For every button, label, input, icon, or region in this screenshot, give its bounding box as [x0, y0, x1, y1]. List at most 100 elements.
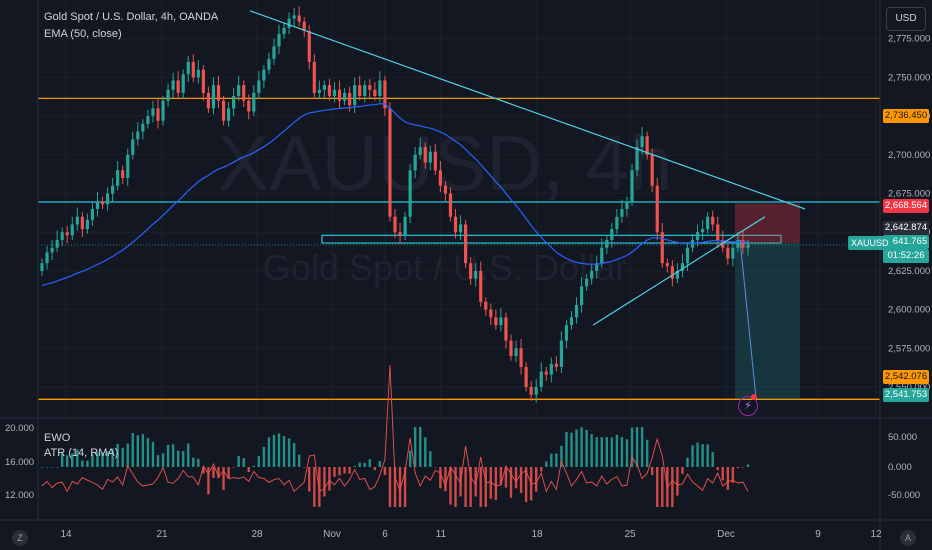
ewo-bar: [479, 467, 482, 507]
ewo-bar: [650, 467, 654, 475]
candle-body: [590, 270, 594, 279]
candle-body: [443, 185, 448, 194]
ewo-bar: [333, 467, 336, 477]
ewo-bar: [590, 434, 593, 467]
candle-body: [100, 201, 105, 205]
candle-body: [534, 387, 538, 395]
candle-body: [438, 170, 442, 186]
zone-rectangle: [321, 234, 782, 244]
ewo-bar: [197, 458, 200, 467]
price-tick-label: 2,700.000: [888, 150, 930, 161]
candle-body: [675, 270, 679, 279]
candle-body: [554, 363, 558, 367]
candle-body: [524, 366, 528, 388]
ewo-bar: [287, 438, 291, 467]
candle-body: [494, 317, 498, 326]
candle-body: [201, 69, 205, 93]
ewo-bar: [691, 445, 694, 467]
candle-body: [706, 216, 710, 230]
candle-body: [645, 136, 649, 155]
candle-body: [670, 266, 674, 279]
ewo-bar: [514, 467, 518, 489]
ewo-bar: [368, 459, 371, 467]
ewo-bar: [171, 444, 175, 467]
ewo-bar: [509, 467, 513, 498]
candle-body: [216, 85, 221, 101]
ewo-bar: [388, 467, 392, 507]
ewo-bar: [81, 460, 84, 467]
ewo-bar: [187, 443, 190, 467]
ewo-bar: [166, 444, 170, 467]
ewo-bar: [40, 467, 44, 468]
ewo-bar: [560, 445, 563, 467]
ewo-bar: [378, 461, 382, 467]
candle-body: [711, 216, 715, 225]
ewo-bar: [353, 466, 356, 467]
price-tick-label: 2,675.000: [888, 189, 930, 200]
candle-body: [292, 15, 296, 19]
currency-button[interactable]: USD: [886, 7, 926, 31]
candle-body: [398, 232, 402, 236]
ewo-bar: [45, 467, 49, 468]
candle-body: [464, 224, 468, 264]
candle-body: [252, 92, 256, 112]
price-label: 2,736.450: [883, 109, 929, 123]
ewo-bar: [101, 452, 104, 467]
time-tick-label: 9: [815, 529, 821, 540]
candle-body: [509, 340, 513, 357]
candle-body: [353, 85, 357, 106]
candle-body: [247, 100, 251, 112]
candle-body: [388, 108, 392, 217]
indicator-left-tick: 20.000: [5, 423, 34, 434]
watermark-description: Gold Spot / U.S. Dollar: [263, 247, 627, 288]
ewo-bar: [504, 467, 508, 488]
candle-body: [574, 304, 579, 318]
ewo-bar: [292, 442, 296, 467]
candle-body: [237, 85, 241, 96]
candle-body: [383, 80, 387, 109]
ewo-bar: [701, 444, 704, 467]
ewo-bar: [600, 437, 603, 467]
auto-scale-icon[interactable]: A: [900, 530, 916, 546]
ewo-bar: [575, 429, 578, 467]
candle-body: [479, 270, 483, 302]
ewo-bar: [489, 467, 493, 499]
ewo-bar: [585, 429, 588, 467]
atr-line: [41, 364, 749, 493]
ewo-bar: [429, 451, 432, 467]
zoom-icon[interactable]: Z: [12, 530, 28, 546]
ewo-bar: [237, 455, 240, 467]
time-tick-label: 25: [624, 529, 636, 540]
ewo-bar: [731, 467, 735, 483]
target-zone: [735, 243, 800, 400]
candle-body: [156, 108, 160, 121]
candle-body: [736, 239, 740, 248]
ewo-bar: [227, 467, 230, 479]
candle-body: [564, 325, 569, 341]
ewo-bar: [111, 448, 114, 467]
candle-body: [469, 263, 473, 279]
price-label: 2,642.874: [883, 221, 929, 235]
ewo-bar: [439, 467, 442, 489]
ewo-bar: [323, 467, 326, 497]
bolt-icon[interactable]: ⚡: [738, 396, 758, 416]
ema-line: [41, 103, 749, 287]
price-label: 2,641.765: [883, 235, 929, 249]
ewo-bar: [161, 453, 165, 467]
candle-body: [701, 229, 705, 233]
candle-body: [716, 224, 720, 240]
candle-body: [433, 151, 437, 171]
ewo-bar: [76, 449, 79, 467]
ewo-bar: [151, 441, 155, 467]
candle-body: [191, 61, 195, 78]
ewo-bar: [716, 467, 719, 471]
ewo-bar: [419, 427, 422, 467]
candle-body: [499, 317, 503, 326]
candle-body: [655, 185, 659, 233]
ewo-bar: [106, 451, 109, 467]
ewo-bar: [640, 427, 644, 467]
candle-body: [105, 193, 110, 205]
candle-body: [489, 309, 493, 318]
chart-title: Gold Spot / U.S. Dollar, 4h, OANDA: [44, 11, 219, 23]
